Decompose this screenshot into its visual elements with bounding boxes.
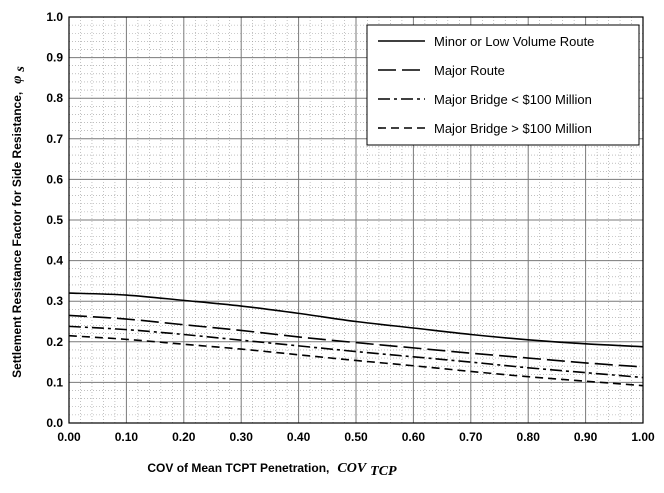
- y-tick-label: 0.8: [46, 91, 63, 105]
- x-axis-title: COV of Mean TCPT Penetration, COV TCP: [147, 459, 397, 479]
- x-tick-label: 1.00: [631, 430, 655, 444]
- x-tick-label: 0.80: [517, 430, 541, 444]
- x-tick-label: 0.00: [57, 430, 81, 444]
- x-tick-label: 0.90: [574, 430, 598, 444]
- series-lines: [68, 292, 644, 387]
- y-tick-label: 0.2: [46, 335, 63, 349]
- x-axis-symbol-subscript: TCP: [370, 464, 397, 479]
- y-tick-label: 0.0: [46, 416, 63, 430]
- series-line-1: [68, 292, 644, 348]
- legend-box: [366, 24, 640, 146]
- y-tick-label: 0.5: [46, 213, 63, 227]
- x-tick-label: 0.50: [344, 430, 368, 444]
- x-axis-symbol: COV: [337, 461, 367, 476]
- major-gridlines: [69, 17, 643, 423]
- y-tick-label: 0.1: [46, 375, 63, 389]
- x-tick-label: 0.30: [230, 430, 254, 444]
- legend: Minor or Low Volume Route Major Route Majo…: [366, 24, 640, 146]
- legend-label-3: Major Bridge < $100 Million: [434, 92, 592, 107]
- y-tick-label: 0.7: [46, 132, 63, 146]
- y-tick-label: 0.6: [46, 172, 63, 186]
- x-axis-title-text: COV of Mean TCPT Penetration,: [147, 461, 329, 475]
- y-tick-label: 0.3: [46, 294, 63, 308]
- x-tick-label: 0.20: [172, 430, 196, 444]
- x-tick-label: 0.10: [115, 430, 139, 444]
- y-axis-title-text: Settlement Resistance Factor for Side Re…: [10, 92, 24, 378]
- y-tick-label: 0.9: [46, 51, 63, 65]
- y-axis-title: Settlement Resistance Factor for Side Re…: [8, 66, 28, 378]
- y-tick-labels: 0.0 0.1 0.2 0.3 0.4 0.5 0.6 0.7 0.8 0.9 1.0: [46, 10, 63, 430]
- series-line-2: [68, 314, 644, 368]
- legend-label-1: Minor or Low Volume Route: [434, 34, 594, 49]
- y-axis-symbol-subscript: s: [13, 66, 28, 73]
- legend-label-2: Major Route: [434, 63, 505, 78]
- x-tick-label: 0.70: [459, 430, 483, 444]
- y-tick-label: 0.4: [46, 254, 63, 268]
- legend-label-4: Major Bridge > $100 Million: [434, 121, 592, 136]
- x-tick-label: 0.40: [287, 430, 311, 444]
- x-tick-label: 0.60: [402, 430, 426, 444]
- series-line-4: [68, 334, 644, 387]
- series-line-3: [68, 325, 644, 379]
- x-tick-labels: 0.00 0.10 0.20 0.30 0.40 0.50 0.60 0.70 0.80 0.90…: [57, 430, 655, 444]
- y-axis-symbol: φ: [10, 76, 25, 84]
- plot-frame: [68, 16, 644, 424]
- y-tick-label: 1.0: [46, 10, 63, 24]
